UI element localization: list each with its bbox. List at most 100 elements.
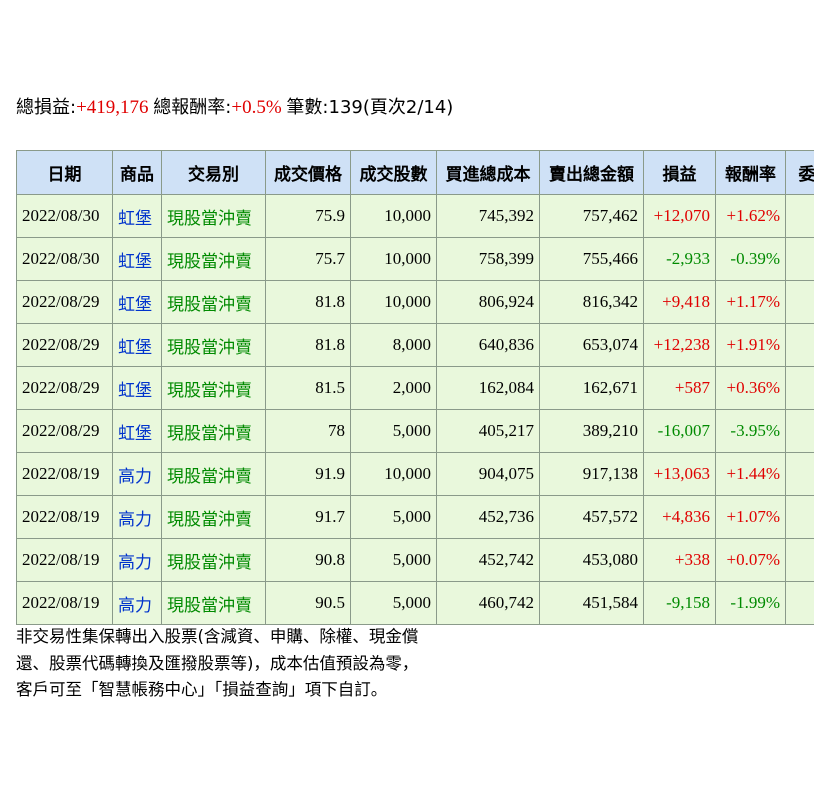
column-header: 日期 (16, 150, 113, 195)
table-cell: K (785, 366, 814, 410)
table-cell: 現股當沖賣 (161, 538, 266, 582)
table-cell: +13,063 (643, 452, 716, 496)
table-cell: +1.44% (715, 452, 786, 496)
table-row: 2022/08/29 虹堡 現股當沖賣 81.8 10,000 806,924 816,34… (16, 280, 814, 324)
product-link[interactable]: 虹堡 (112, 323, 162, 367)
table-cell: 2022/08/29 (16, 366, 113, 410)
table-cell: 757,462 (539, 194, 644, 238)
table-cell: 653,074 (539, 323, 644, 367)
table-cell: 10,000 (350, 194, 437, 238)
column-header: 賣出總金額 (539, 150, 644, 195)
table-cell: 8,000 (350, 323, 437, 367)
table-cell: 453,080 (539, 538, 644, 582)
table-cell: K (785, 237, 814, 281)
table-cell: 2022/08/19 (16, 538, 113, 582)
total: +419,176 (76, 97, 149, 118)
table-cell: 2022/08/30 (16, 237, 113, 281)
product-link[interactable]: 高力 (112, 538, 162, 582)
table-cell: 917,138 (539, 452, 644, 496)
table-cell: +1.62% (715, 194, 786, 238)
product-link[interactable]: 高力 (112, 495, 162, 539)
table-cell: 5,000 (350, 409, 437, 453)
table-cell: +9,418 (643, 280, 716, 324)
table-cell: K (785, 280, 814, 324)
table-cell: 現股當沖賣 (161, 194, 266, 238)
table-cell: 81.8 (265, 323, 351, 367)
header-row: 日期商品交易別成交價格成交股數買進總成本賣出總金額損益報酬率委託 (16, 150, 814, 195)
table-row: 2022/08/29 虹堡 現股當沖賣 78 5,000 405,217 389,210 -1… (16, 409, 814, 453)
table-cell: 2022/08/19 (16, 495, 113, 539)
table-cell: -1.99% (715, 581, 786, 625)
table-cell: 451,584 (539, 581, 644, 625)
table-cell: 81.8 (265, 280, 351, 324)
note: 非交易性集保轉出入股票(含減資、申購、除權、現金償 還、股票代碼轉換及匯撥股票等)… (16, 624, 418, 704)
table-cell: 現股當沖賣 (161, 409, 266, 453)
column-header: 買進總成本 (436, 150, 540, 195)
table-cell: 91.9 (265, 452, 351, 496)
return: +0.5% (231, 97, 282, 118)
product-link[interactable]: 高力 (112, 452, 162, 496)
column-header: 損益 (643, 150, 716, 195)
table-cell: 460,742 (436, 581, 540, 625)
column-header: 報酬率 (715, 150, 786, 195)
total-label: 總損益: (16, 97, 77, 118)
table-row: 2022/08/19 高力 現股當沖賣 90.5 5,000 460,742 451,584… (16, 581, 814, 625)
table-cell: 90.8 (265, 538, 351, 582)
product-link[interactable]: 虹堡 (112, 366, 162, 410)
note-line: 還、股票代碼轉換及匯撥股票等)，成本估值預設為零， (16, 653, 419, 673)
table-cell: +1.91% (715, 323, 786, 367)
product-link[interactable]: 虹堡 (112, 409, 162, 453)
table-cell: +12,070 (643, 194, 716, 238)
table-cell: 452,742 (436, 538, 540, 582)
table-cell: K (785, 538, 814, 582)
table-row: 2022/08/30 虹堡 現股當沖賣 75.7 10,000 758,399 755,46… (16, 237, 814, 281)
table-cell: 10,000 (350, 280, 437, 324)
table-cell: -3.95% (715, 409, 786, 453)
table-cell: +0.07% (715, 538, 786, 582)
column-header: 成交價格 (265, 150, 351, 195)
table-row: 2022/08/19 高力 現股當沖賣 90.8 5,000 452,742 453,080… (16, 538, 814, 582)
table-cell: 457,572 (539, 495, 644, 539)
return-label: 總報酬率: (153, 97, 232, 118)
table-cell: 現股當沖賣 (161, 581, 266, 625)
table-row: 2022/08/19 高力 現股當沖賣 91.9 10,000 904,075 917,13… (16, 452, 814, 496)
table-cell: +587 (643, 366, 716, 410)
trade-table: 日期商品交易別成交價格成交股數買進總成本賣出總金額損益報酬率委託 2022/08… (16, 150, 814, 625)
product-link[interactable]: 虹堡 (112, 280, 162, 324)
table-cell: +338 (643, 538, 716, 582)
table-cell: 162,671 (539, 366, 644, 410)
product-link[interactable]: 虹堡 (112, 194, 162, 238)
product-link[interactable]: 高力 (112, 581, 162, 625)
table-cell: 現股當沖賣 (161, 452, 266, 496)
table-cell: 現股當沖賣 (161, 495, 266, 539)
table-row: 2022/08/19 高力 現股當沖賣 91.7 5,000 452,736 457,572… (16, 495, 814, 539)
table-cell: K (785, 409, 814, 453)
table-cell: 75.9 (265, 194, 351, 238)
count-label: 筆數:139(頁次2/14) (286, 97, 454, 118)
table-cell: -0.39% (715, 237, 786, 281)
table-cell: K (785, 495, 814, 539)
table-cell: 405,217 (436, 409, 540, 453)
table-cell: 806,924 (436, 280, 540, 324)
table-cell: 2022/08/29 (16, 280, 113, 324)
product-link[interactable]: 虹堡 (112, 237, 162, 281)
table-cell: 2,000 (350, 366, 437, 410)
table-row: 2022/08/29 虹堡 現股當沖賣 81.8 8,000 640,836 653,074… (16, 323, 814, 367)
table-row: 2022/08/29 虹堡 現股當沖賣 81.5 2,000 162,084 162,671… (16, 366, 814, 410)
table-cell: 75.7 (265, 237, 351, 281)
table-cell: 90.5 (265, 581, 351, 625)
table-cell: +4,836 (643, 495, 716, 539)
table-cell: 81.5 (265, 366, 351, 410)
table-cell: 現股當沖賣 (161, 323, 266, 367)
table-cell: 2022/08/19 (16, 452, 113, 496)
table-cell: 5,000 (350, 538, 437, 582)
note-line: 非交易性集保轉出入股票(含減資、申購、除權、現金償 (16, 627, 419, 646)
column-header: 委託 (785, 150, 814, 195)
table-cell: +1.17% (715, 280, 786, 324)
table-cell: 10,000 (350, 237, 437, 281)
table-cell: 2022/08/29 (16, 409, 113, 453)
column-header: 成交股數 (350, 150, 437, 195)
table-cell: 758,399 (436, 237, 540, 281)
table-cell: 745,392 (436, 194, 540, 238)
table-cell: 78 (265, 409, 351, 453)
